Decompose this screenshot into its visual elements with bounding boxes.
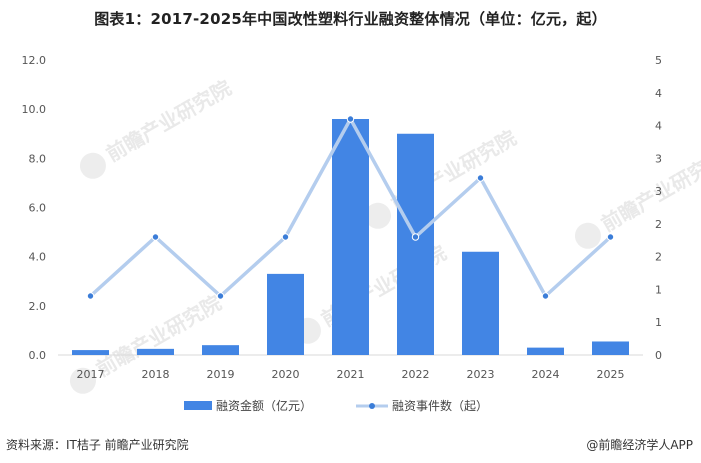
line-point bbox=[476, 174, 485, 182]
right-tick-label: 1 bbox=[655, 283, 662, 296]
bar bbox=[267, 273, 304, 355]
bar-series bbox=[72, 119, 629, 355]
line-point bbox=[606, 233, 615, 241]
line-point bbox=[216, 292, 225, 300]
left-axis: 0.0 2.0 4.0 6.0 8.0 10.0 12.0 bbox=[22, 54, 47, 362]
left-tick-label: 12.0 bbox=[22, 54, 47, 67]
bar bbox=[462, 251, 499, 355]
watermark-text: 前瞻产业研究院 bbox=[102, 76, 235, 167]
bar bbox=[202, 345, 239, 355]
x-tick-label: 2020 bbox=[272, 368, 300, 381]
line-point bbox=[281, 233, 290, 241]
x-tick-label: 2024 bbox=[532, 368, 560, 381]
x-tick-label: 2021 bbox=[337, 368, 365, 381]
right-tick-label: 2 bbox=[655, 218, 662, 231]
watermark-logo bbox=[69, 367, 96, 394]
legend-bar-swatch bbox=[184, 401, 212, 410]
bar bbox=[527, 347, 564, 355]
x-tick-label: 2023 bbox=[467, 368, 495, 381]
line-point bbox=[346, 115, 355, 123]
bar bbox=[72, 350, 109, 355]
line-point bbox=[541, 292, 550, 300]
left-tick-label: 0.0 bbox=[29, 349, 47, 362]
left-tick-label: 10.0 bbox=[22, 103, 47, 116]
line-markers bbox=[86, 115, 615, 300]
right-tick-label: 3 bbox=[655, 185, 662, 198]
left-tick-label: 6.0 bbox=[29, 202, 47, 215]
chart-title: 图表1：2017-2025年中国改性塑料行业融资整体情况（单位：亿元，起） bbox=[94, 10, 607, 28]
brand-label: @前瞻经济学人APP bbox=[586, 438, 693, 452]
left-tick-label: 8.0 bbox=[29, 152, 47, 165]
legend-bar-label: 融资金额（亿元） bbox=[216, 398, 312, 413]
legend-line-marker bbox=[369, 403, 375, 409]
right-tick-label: 4 bbox=[655, 87, 662, 100]
right-tick-label: 0 bbox=[655, 349, 662, 362]
x-tick-label: 2018 bbox=[142, 368, 170, 381]
legend-line-label: 融资事件数（起） bbox=[392, 398, 488, 413]
right-tick-label: 5 bbox=[655, 54, 662, 67]
right-tick-label: 4 bbox=[655, 120, 662, 133]
bar bbox=[137, 348, 174, 355]
legend: 融资金额（亿元） 融资事件数（起） bbox=[184, 398, 488, 413]
watermark-text: 前瞻产业研究院 bbox=[597, 146, 701, 237]
line-point bbox=[411, 233, 420, 241]
source-note: 资料来源：IT桔子 前瞻产业研究院 bbox=[6, 438, 189, 452]
bar bbox=[592, 341, 629, 355]
x-axis: 2017 2018 2019 2020 2021 2022 2023 2024 2025 bbox=[77, 368, 625, 381]
left-tick-label: 4.0 bbox=[29, 251, 47, 264]
watermark-logo bbox=[364, 202, 391, 229]
x-tick-label: 2022 bbox=[402, 368, 430, 381]
line-point bbox=[151, 233, 160, 241]
right-tick-label: 2 bbox=[655, 251, 662, 264]
right-tick-label: 3 bbox=[655, 152, 662, 165]
bar bbox=[332, 119, 369, 355]
watermark: 前瞻产业研究院 bbox=[69, 291, 225, 394]
watermark-logo bbox=[79, 152, 106, 179]
line-point bbox=[86, 292, 95, 300]
right-tick-label: 1 bbox=[655, 316, 662, 329]
x-tick-label: 2017 bbox=[77, 368, 105, 381]
watermark-logo bbox=[574, 222, 601, 249]
left-tick-label: 2.0 bbox=[29, 300, 47, 313]
x-tick-label: 2019 bbox=[207, 368, 235, 381]
watermark: 前瞻产业研究院 bbox=[79, 76, 235, 179]
right-axis: 0 1 1 2 2 3 3 4 4 5 bbox=[655, 54, 662, 362]
bar bbox=[397, 133, 434, 355]
x-tick-label: 2025 bbox=[597, 368, 625, 381]
watermark: 前瞻产业研究院 bbox=[574, 146, 701, 249]
